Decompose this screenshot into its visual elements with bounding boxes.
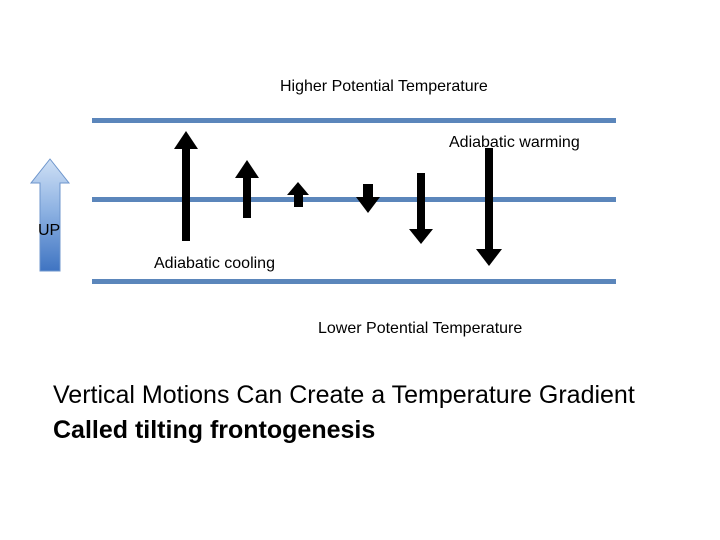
up-arrow-icon bbox=[29, 158, 71, 272]
isentrope-line-bottom bbox=[92, 279, 616, 284]
up-label: UP bbox=[38, 222, 61, 239]
rising-arrow-large bbox=[174, 131, 198, 241]
adiabatic-warming-label: Adiabatic warming bbox=[449, 134, 580, 151]
adiabatic-cooling-label: Adiabatic cooling bbox=[154, 255, 275, 272]
caption-line-1: Vertical Motions Can Create a Temperatur… bbox=[53, 381, 635, 409]
higher-potential-temperature-label: Higher Potential Temperature bbox=[280, 78, 488, 95]
caption-line-2: Called tilting frontogenesis bbox=[53, 416, 376, 444]
sinking-arrow-small bbox=[356, 184, 380, 213]
sinking-arrow-large bbox=[476, 148, 502, 266]
sinking-arrow-medium bbox=[409, 173, 433, 244]
rising-arrow-small bbox=[287, 182, 309, 207]
lower-potential-temperature-label: Lower Potential Temperature bbox=[318, 320, 523, 337]
isentrope-line-middle bbox=[92, 197, 616, 202]
rising-arrow-medium bbox=[235, 160, 259, 218]
isentrope-line-top bbox=[92, 118, 616, 123]
